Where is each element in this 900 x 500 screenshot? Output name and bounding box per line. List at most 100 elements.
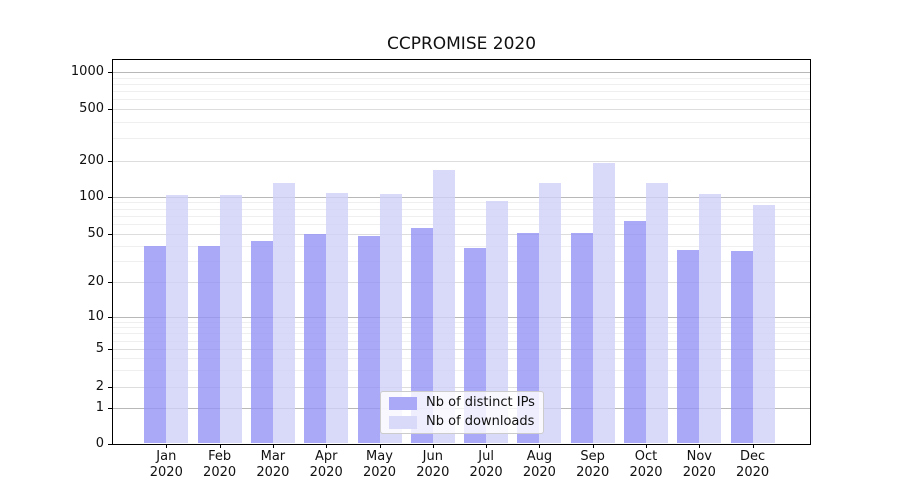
y-tick-label-5: 5 [95, 341, 104, 357]
gridline-90 [113, 202, 810, 204]
y-tick-label-1: 1 [95, 400, 104, 416]
x-tick-mark-sep [592, 444, 594, 448]
x-tick-label-nov: Nov 2020 [682, 449, 716, 480]
gridline-40 [113, 245, 810, 247]
gridline-8 [113, 327, 810, 329]
gridline-7 [113, 333, 810, 335]
legend-label-downloads: Nb of downloads [426, 414, 535, 429]
x-tick-label-aug: Aug 2020 [522, 449, 556, 480]
gridline-700 [113, 91, 810, 93]
bar-downloads-jan [166, 195, 189, 444]
bar-distinct-ips-feb [197, 245, 220, 444]
y-tick-label-1000: 1000 [70, 64, 104, 79]
x-tick-mark-jul [486, 444, 488, 448]
x-tick-mark-apr [326, 444, 328, 448]
bar-distinct-ips-sep [570, 233, 593, 444]
y-tick-mark-500 [108, 109, 112, 110]
gridline-1000 [113, 72, 810, 73]
gridline-300 [113, 137, 810, 139]
gridline-2 [113, 387, 810, 388]
gridline-500 [113, 109, 810, 110]
gridline-60 [113, 224, 810, 226]
y-tick-mark-5 [108, 349, 112, 351]
y-tick-label-20: 20 [87, 273, 104, 289]
x-tick-label-dec: Dec 2020 [736, 449, 770, 480]
gridline-30 [113, 260, 810, 262]
y-tick-mark-200 [108, 161, 112, 162]
bar-downloads-feb [219, 195, 242, 444]
bar-downloads-mar [272, 183, 295, 444]
x-tick-mark-nov [699, 444, 701, 448]
gridline-100 [113, 196, 810, 198]
y-tick-label-50: 50 [87, 226, 104, 242]
y-tick-label-100: 100 [79, 188, 104, 204]
x-tick-label-jan: Jan 2020 [149, 449, 183, 480]
gridline-200 [113, 161, 810, 162]
bar-distinct-ips-apr [304, 234, 327, 444]
gridline-6 [113, 340, 810, 342]
gridline-70 [113, 215, 810, 217]
y-tick-mark-0 [108, 443, 112, 445]
bar-downloads-oct [646, 183, 668, 444]
legend-swatch-distinct-ips [389, 396, 417, 410]
bar-distinct-ips-may [357, 236, 380, 444]
y-tick-mark-1 [108, 408, 112, 410]
gridline-5 [113, 349, 810, 351]
bar-distinct-ips-mar [250, 240, 273, 444]
x-tick-mark-feb [219, 444, 221, 448]
x-tick-label-oct: Oct 2020 [629, 449, 663, 480]
x-tick-mark-aug [539, 444, 541, 448]
gridline-4 [113, 358, 810, 360]
bar-downloads-nov [699, 193, 722, 444]
bar-distinct-ips-jan [144, 245, 167, 444]
y-tick-label-2: 2 [95, 379, 104, 394]
legend-swatch-downloads [389, 415, 417, 429]
gridline-80 [113, 208, 810, 210]
x-tick-mark-dec [752, 444, 754, 448]
bar-downloads-may [379, 194, 402, 444]
gridline-600 [113, 99, 810, 101]
bar-downloads-jul [486, 201, 509, 444]
chart-title: CCPROMISE 2020 [386, 34, 537, 54]
gridline-9 [113, 321, 810, 323]
y-tick-label-10: 10 [87, 308, 104, 324]
plot-area: 0 1 2 5 10 20 50 100 200 500 1000 Jan 2020 Feb 2020 M… [71, 59, 811, 480]
y-tick-mark-100 [108, 196, 112, 198]
bar-distinct-ips-nov [677, 249, 700, 444]
legend-item-distinct-ips: Nb of distinct IPs [389, 395, 535, 411]
gridline-800 [113, 83, 810, 85]
x-tick-label-feb: Feb 2020 [203, 449, 237, 480]
bar-distinct-ips-dec [730, 251, 753, 444]
bar-distinct-ips-aug [517, 233, 540, 444]
y-tick-mark-20 [108, 281, 112, 283]
axis-layer: 0 1 2 5 10 20 50 100 200 500 1000 Jan 2020 Feb 2020 M… [71, 60, 810, 480]
bar-downloads-aug [539, 183, 562, 444]
y-tick-mark-50 [108, 234, 112, 236]
grid-layer [113, 60, 810, 444]
y-tick-label-0: 0 [95, 435, 104, 451]
bar-downloads-apr [326, 193, 349, 444]
legend: Nb of distinct IPs Nb of downloads [380, 391, 544, 434]
y-tick-label-500: 500 [79, 101, 104, 116]
gridline-900 [113, 77, 810, 79]
bar-distinct-ips-oct [624, 220, 646, 444]
bar-downloads-sep [592, 163, 615, 444]
x-tick-mark-oct [646, 444, 647, 448]
x-tick-mark-jun [432, 444, 434, 448]
x-tick-label-may: May 2020 [362, 449, 397, 480]
y-tick-label-200: 200 [79, 153, 104, 168]
legend-label-distinct-ips: Nb of distinct IPs [426, 395, 535, 410]
legend-item-downloads: Nb of downloads [389, 414, 535, 430]
x-tick-mark-mar [272, 444, 274, 448]
y-tick-mark-1000 [108, 72, 112, 73]
x-tick-label-apr: Apr 2020 [309, 449, 343, 480]
x-tick-mark-jan [166, 444, 168, 448]
bar-downloads-dec [752, 204, 775, 444]
gridline-50 [113, 234, 810, 236]
bar-distinct-ips-jun [410, 228, 433, 444]
gridline-3 [113, 370, 810, 372]
bar-layer [113, 60, 810, 444]
x-tick-label-jul: Jul 2020 [469, 449, 503, 480]
x-tick-label-sep: Sep 2020 [576, 449, 610, 480]
